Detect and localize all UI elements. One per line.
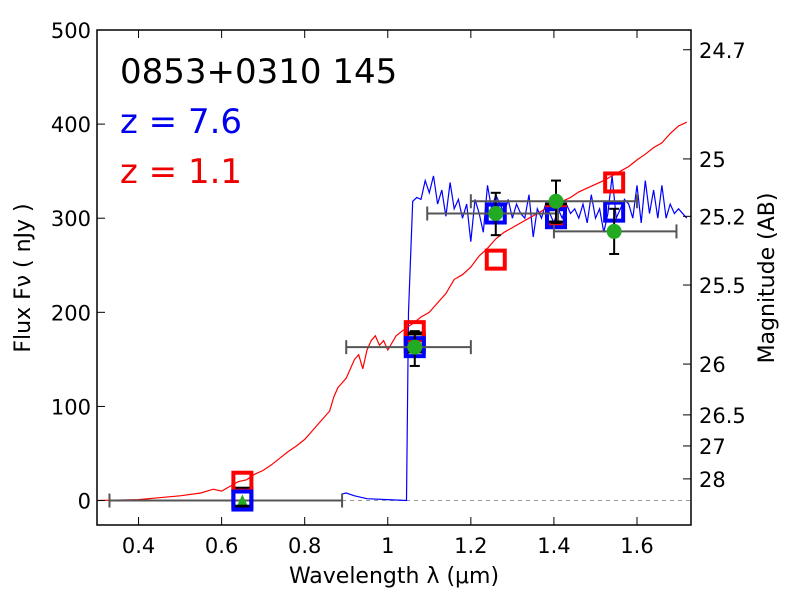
x-tick-label: 1.2 bbox=[454, 534, 487, 558]
y-tick-label: 500 bbox=[51, 19, 91, 43]
green-triangle-point bbox=[108, 493, 344, 508]
green-point-0 bbox=[345, 330, 472, 367]
x-tick-label: 0.6 bbox=[205, 534, 238, 558]
green-point-marker bbox=[548, 193, 564, 209]
mag-tick-label: 25.5 bbox=[699, 274, 746, 298]
green-point-3 bbox=[552, 207, 678, 255]
axes-layer: 0.4 0.6 0.8 1 1.2 1.4 1.6 0 100 200 300 400 500 24.7 2… bbox=[51, 19, 746, 558]
y-tick-label: 200 bbox=[51, 301, 91, 325]
chart-title: 0853+0310 145 bbox=[120, 52, 397, 92]
legend-z76: z = 7.6 bbox=[120, 102, 242, 142]
x-axis-label: Wavelength λ (μm) bbox=[289, 564, 499, 589]
mag-tick-label: 24.7 bbox=[699, 39, 746, 63]
y-tick-label: 0 bbox=[78, 490, 91, 514]
green-point-marker bbox=[488, 206, 504, 222]
series-line-0 bbox=[341, 175, 688, 502]
x-tick-label: 0.4 bbox=[122, 534, 155, 558]
mag-tick-label: 28 bbox=[699, 468, 726, 492]
mag-tick-label: 25 bbox=[699, 148, 726, 172]
red-square-4 bbox=[603, 171, 626, 194]
series-line-1 bbox=[96, 121, 688, 502]
mag-tick-label: 25.2 bbox=[699, 205, 746, 229]
plot-frame bbox=[96, 29, 692, 526]
mag-tick-label: 26.5 bbox=[699, 404, 746, 428]
markers-layer bbox=[108, 171, 678, 512]
green-point-marker bbox=[606, 223, 622, 239]
x-tick-label: 1 bbox=[381, 534, 394, 558]
x-tick-label: 0.8 bbox=[288, 534, 321, 558]
mag-tick-label: 27 bbox=[699, 435, 726, 459]
y-tick-label: 100 bbox=[51, 395, 91, 419]
green-point-1 bbox=[426, 191, 560, 237]
x-tick-label: 1.4 bbox=[537, 534, 570, 558]
green-point-2 bbox=[469, 179, 638, 224]
blue-square-0 bbox=[231, 489, 254, 512]
green-triangle-marker bbox=[236, 494, 249, 508]
red-square-2 bbox=[484, 248, 507, 271]
y-tick-label: 300 bbox=[51, 207, 91, 231]
y2-axis-label: Magnitude (AB) bbox=[755, 193, 780, 364]
y-tick-label: 400 bbox=[51, 113, 91, 137]
y-axis-label: Flux Fν ( nJy ) bbox=[11, 203, 36, 352]
legend-z11: z = 1.1 bbox=[120, 152, 242, 192]
x-tick-label: 1.6 bbox=[620, 534, 653, 558]
series-layer bbox=[96, 121, 691, 502]
green-point-marker bbox=[407, 339, 423, 355]
mag-tick-label: 26 bbox=[699, 353, 726, 377]
